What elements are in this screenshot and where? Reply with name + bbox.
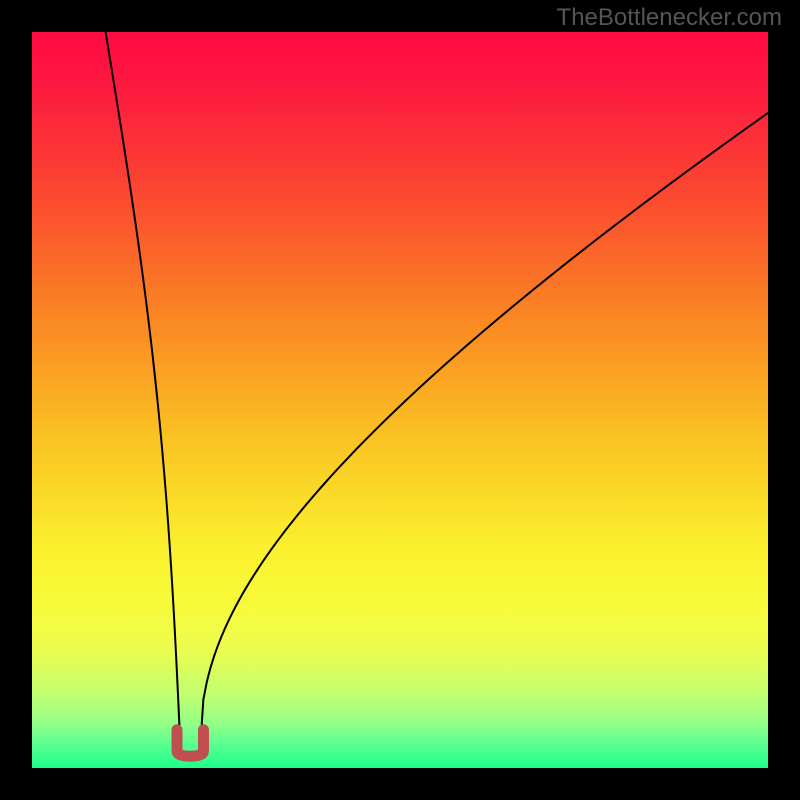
watermark: TheBottlenecker.com — [557, 4, 782, 32]
plot-area — [32, 32, 768, 768]
chart-frame — [0, 0, 800, 800]
plot-svg — [32, 32, 768, 768]
gradient-background — [32, 32, 768, 768]
